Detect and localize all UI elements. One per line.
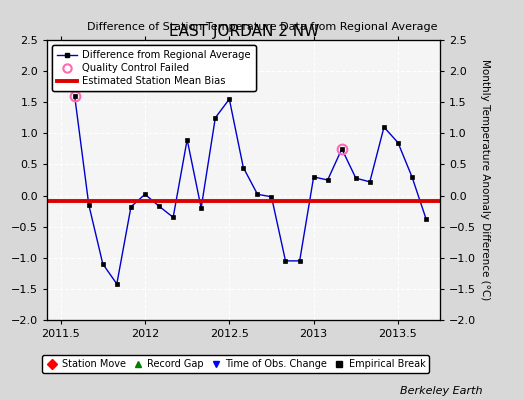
Difference from Regional Average — [381, 125, 387, 130]
Text: Difference of Station Temperature Data from Regional Average: Difference of Station Temperature Data f… — [87, 22, 437, 32]
Difference from Regional Average — [170, 215, 176, 220]
Difference from Regional Average — [142, 192, 148, 197]
Difference from Regional Average — [367, 180, 373, 184]
Difference from Regional Average — [324, 178, 331, 182]
Difference from Regional Average — [156, 204, 162, 208]
Difference from Regional Average — [226, 97, 233, 102]
Difference from Regional Average — [86, 202, 92, 207]
Line: Quality Control Failed: Quality Control Failed — [70, 91, 347, 154]
Difference from Regional Average — [339, 146, 345, 151]
Line: Difference from Regional Average: Difference from Regional Average — [72, 94, 429, 286]
Difference from Regional Average — [128, 204, 134, 209]
Legend: Station Move, Record Gap, Time of Obs. Change, Empirical Break: Station Move, Record Gap, Time of Obs. C… — [42, 355, 429, 373]
Difference from Regional Average — [184, 137, 190, 142]
Difference from Regional Average — [353, 176, 359, 180]
Difference from Regional Average — [71, 94, 78, 98]
Difference from Regional Average — [409, 174, 415, 179]
Difference from Regional Average — [114, 282, 120, 286]
Difference from Regional Average — [198, 206, 204, 210]
Quality Control Failed — [71, 94, 78, 98]
Difference from Regional Average — [254, 192, 260, 197]
Quality Control Failed — [339, 146, 345, 151]
Difference from Regional Average — [100, 262, 106, 266]
Title: EAST JORDAN 2 NW: EAST JORDAN 2 NW — [169, 24, 319, 39]
Difference from Regional Average — [240, 165, 246, 170]
Difference from Regional Average — [297, 258, 303, 263]
Difference from Regional Average — [268, 194, 275, 199]
Text: Berkeley Earth: Berkeley Earth — [400, 386, 482, 396]
Y-axis label: Monthly Temperature Anomaly Difference (°C): Monthly Temperature Anomaly Difference (… — [480, 59, 490, 301]
Difference from Regional Average — [395, 140, 401, 145]
Difference from Regional Average — [311, 174, 317, 179]
Difference from Regional Average — [282, 258, 289, 263]
Difference from Regional Average — [423, 217, 429, 222]
Difference from Regional Average — [212, 115, 219, 120]
Legend: Difference from Regional Average, Quality Control Failed, Estimated Station Mean: Difference from Regional Average, Qualit… — [52, 45, 256, 91]
